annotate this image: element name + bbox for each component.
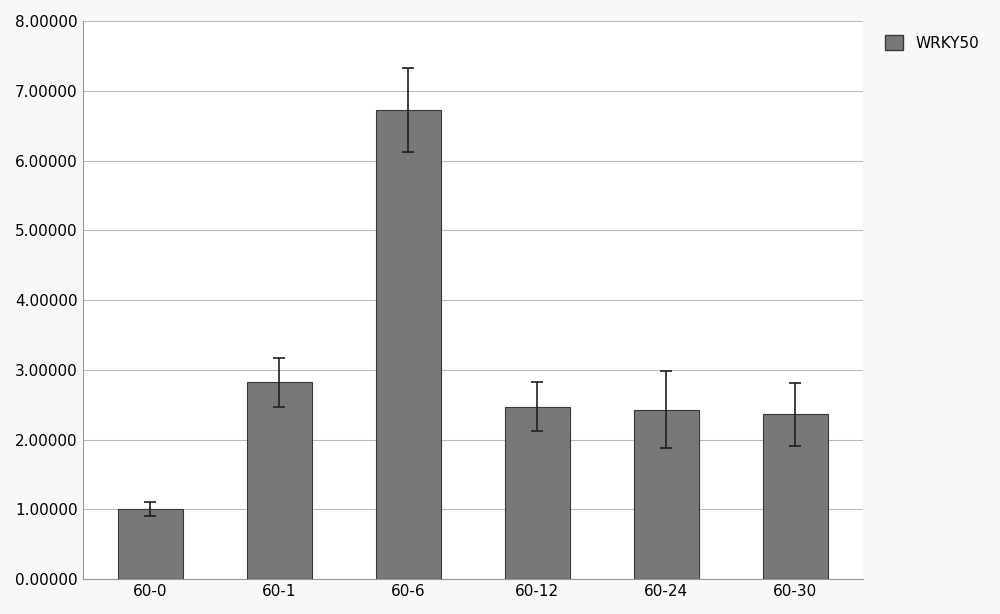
Legend: WRKY50: WRKY50 <box>879 29 985 57</box>
Bar <box>247 383 312 579</box>
Bar <box>376 111 441 579</box>
Bar <box>634 410 699 579</box>
Bar <box>505 407 570 579</box>
Bar <box>118 510 183 579</box>
Bar <box>763 414 828 579</box>
